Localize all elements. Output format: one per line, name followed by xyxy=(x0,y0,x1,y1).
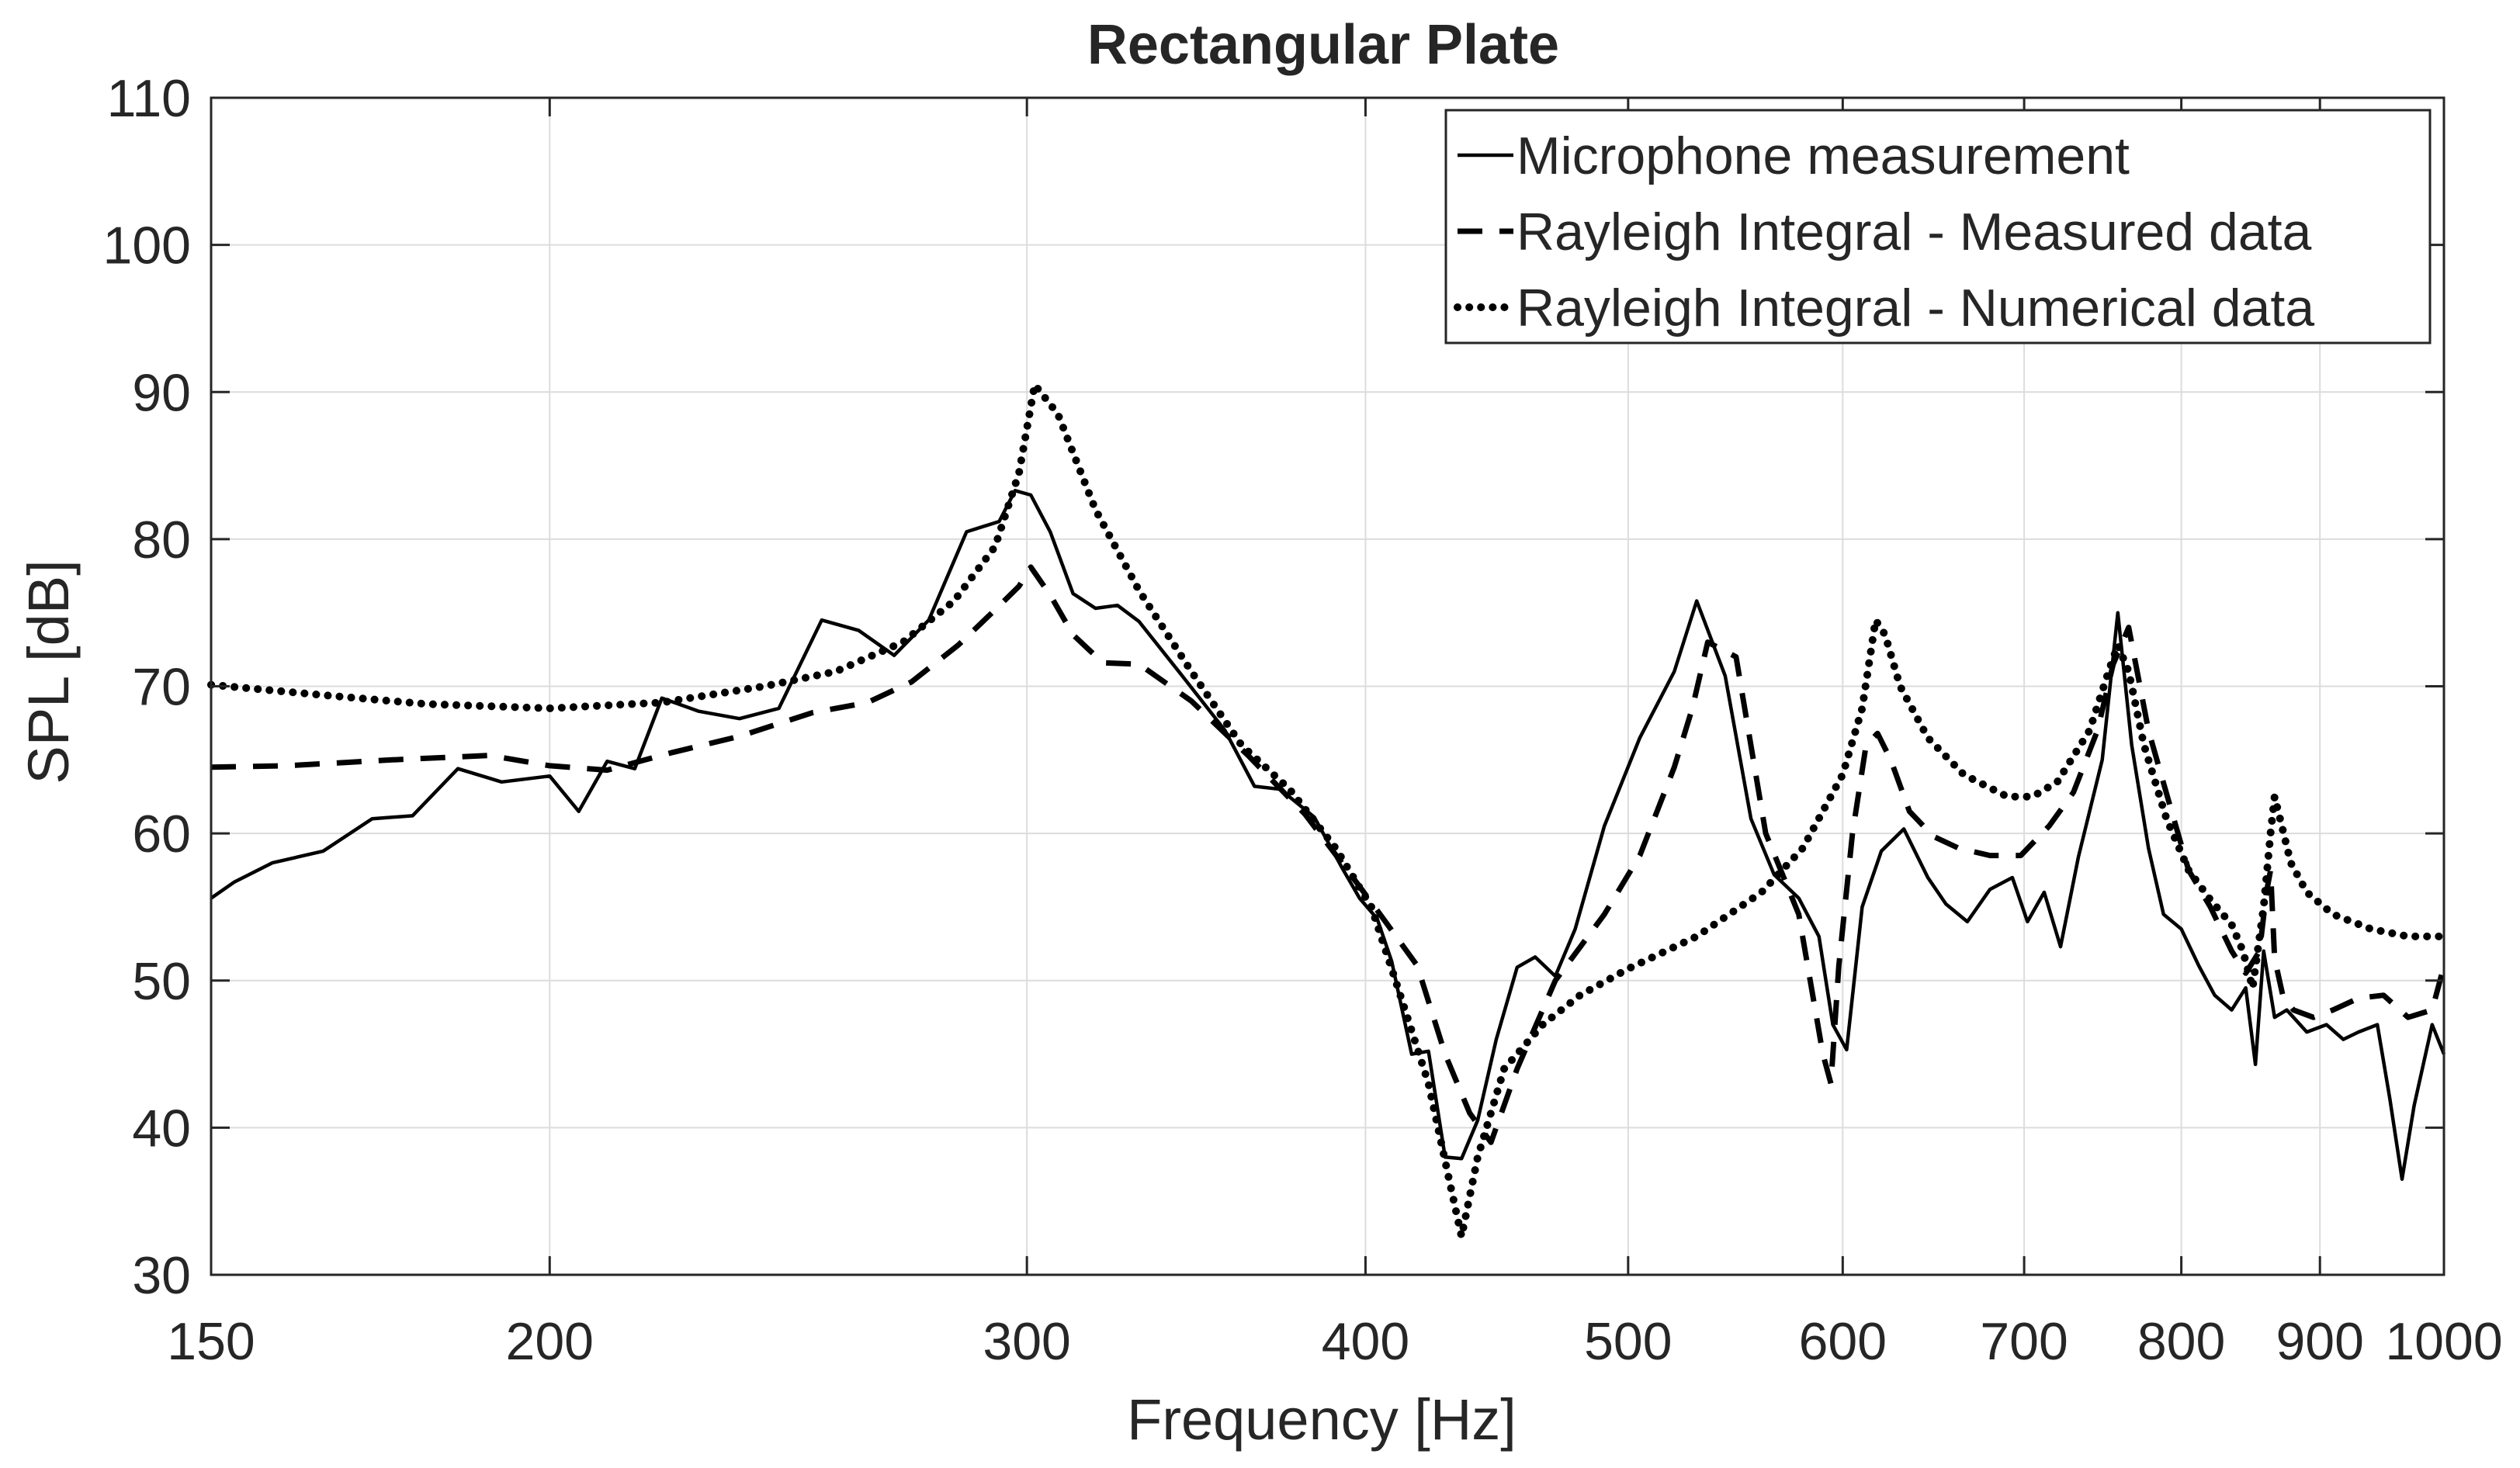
x-tick-label: 900 xyxy=(2276,1312,2363,1371)
x-tick-label: 800 xyxy=(2137,1312,2225,1371)
x-tick-label: 700 xyxy=(1980,1312,2068,1371)
axis-ticks xyxy=(210,96,2445,1276)
x-tick-label: 300 xyxy=(983,1312,1070,1371)
legend-label-2: Rayleigh Integral - Measured data xyxy=(1517,203,2312,261)
y-tick-label: 50 xyxy=(132,952,191,1011)
x-tick-label: 400 xyxy=(1322,1312,1409,1371)
legend-box xyxy=(1444,109,2432,344)
y-tick-label: 30 xyxy=(132,1246,191,1305)
chart-title: Rectangular Plate xyxy=(1087,14,1559,76)
series-group xyxy=(207,380,2448,1241)
legend-label-3: Rayleigh Integral - Numerical data xyxy=(1517,279,2314,338)
x-tick-label: 150 xyxy=(167,1312,255,1371)
legend: Microphone measurement Rayleigh Integral … xyxy=(1444,109,2432,344)
y-tick-label: 40 xyxy=(132,1099,191,1158)
series-line-3 xyxy=(207,380,2448,1241)
y-tick-label: 110 xyxy=(107,69,191,128)
y-tick-label: 70 xyxy=(132,658,191,717)
series-line-2 xyxy=(210,564,2447,1145)
x-tick-label: 1000 xyxy=(2385,1312,2502,1371)
y-tick-label: 80 xyxy=(132,511,191,570)
y-tick-label: 90 xyxy=(132,363,191,422)
legend-label-1: Microphone measurement xyxy=(1517,126,2130,185)
y-axis-label: SPL [dB] xyxy=(16,559,81,784)
x-tick-label: 200 xyxy=(506,1312,594,1371)
y-tick-label: 60 xyxy=(132,805,191,864)
tick-labels: 150 200 300 400 500 600 700 800 900 1000 30 40 50 60 7… xyxy=(103,69,2503,1371)
x-axis-label: Frequency [Hz] xyxy=(1127,1387,1517,1452)
y-tick-label: 100 xyxy=(103,216,191,275)
x-tick-label: 600 xyxy=(1799,1312,1887,1371)
x-tick-label: 500 xyxy=(1584,1312,1672,1371)
series-line-1 xyxy=(210,489,2446,1181)
